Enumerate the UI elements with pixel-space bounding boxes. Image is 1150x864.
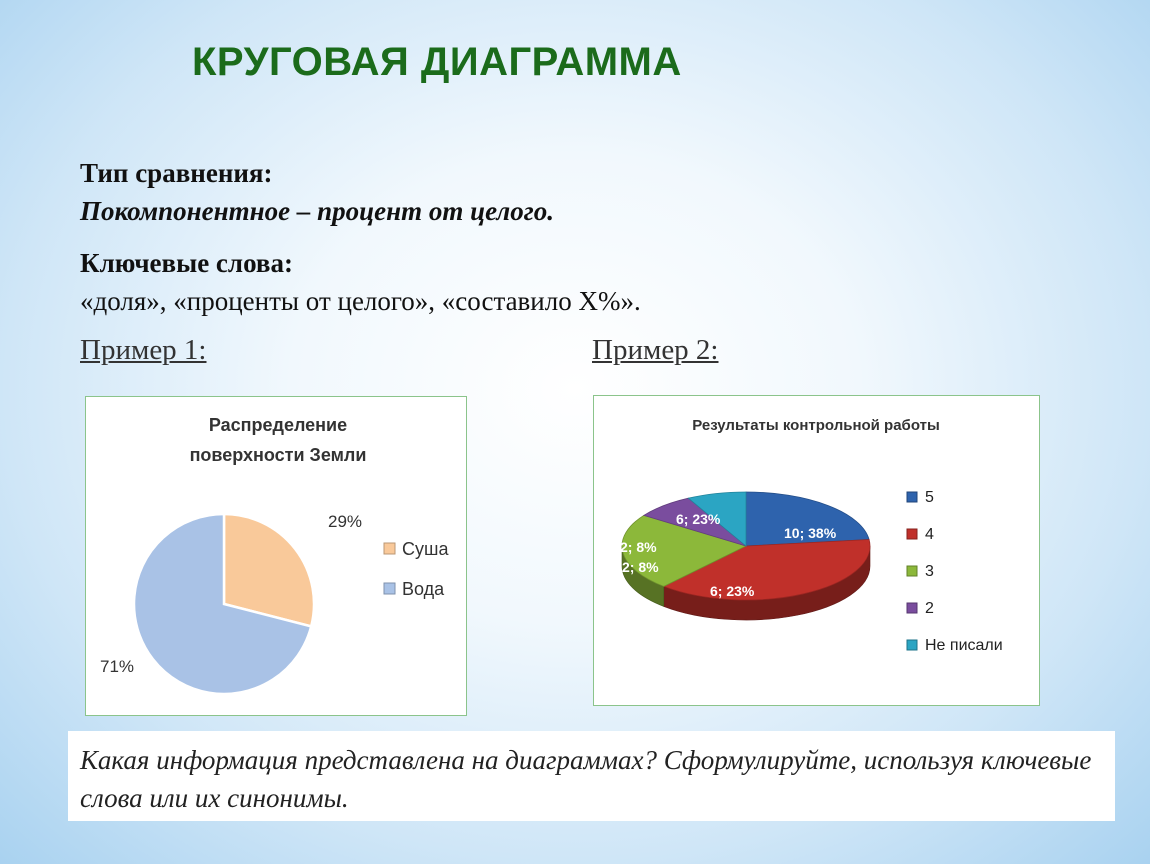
legend-label-3: 3 xyxy=(925,563,934,580)
question-box: Какая информация представлена на диаграм… xyxy=(68,731,1115,821)
legend-label-5: 5 xyxy=(925,489,934,506)
legend-swatch-3 xyxy=(906,565,918,577)
legend-swatch-water xyxy=(383,582,396,595)
data-label-2: 2; 8% xyxy=(622,559,659,575)
legend-swatch-land xyxy=(383,542,396,555)
legend-swatch-5 xyxy=(906,491,918,503)
chart-2-title: Результаты контрольной работы xyxy=(692,417,940,434)
legend-label-water: Вода xyxy=(402,579,445,599)
data-label-land: 29% xyxy=(328,512,362,531)
legend-label-4: 4 xyxy=(925,526,934,543)
slice-water xyxy=(132,512,313,696)
comparison-heading: Тип сравнения: xyxy=(80,158,273,188)
slice-land xyxy=(222,512,316,628)
example-2-label: Пример 2: xyxy=(592,334,719,366)
keywords-value: «доля», «проценты от целого», «составило… xyxy=(80,286,641,316)
slice-5 xyxy=(745,491,870,547)
slice-3 xyxy=(621,514,748,587)
chart-1-svg: Распределение поверхности Земли 29% 71% С… xyxy=(100,415,449,696)
keywords-heading: Ключевые слова: xyxy=(80,248,293,278)
legend-swatch-ne-pisali xyxy=(906,639,918,651)
data-label-4: 10; 38% xyxy=(784,525,837,541)
data-label-3: 6; 23% xyxy=(710,583,755,599)
legend-label-ne-pisali: Не писали xyxy=(925,637,1003,654)
chart-2-svg: Результаты контрольной работы 6; 23% 10; … xyxy=(620,417,1003,654)
legend-swatch-4 xyxy=(906,528,918,540)
slice-4 xyxy=(662,539,871,601)
question-text: Какая информация представлена на диаграм… xyxy=(80,745,1092,813)
chart-1-title-line2: поверхности Земли xyxy=(190,445,367,465)
legend-label-land: Суша xyxy=(402,539,449,559)
data-label-water: 71% xyxy=(100,657,134,676)
slide-title: КРУГОВАЯ ДИАГРАММА xyxy=(192,40,682,84)
comparison-value: Покомпонентное – процент от целого. xyxy=(80,196,554,226)
legend-swatch-2 xyxy=(906,602,918,614)
chart-1-title-line1: Распределение xyxy=(209,415,347,435)
example-1-label: Пример 1: xyxy=(80,334,207,366)
chart-1-box: Распределение поверхности Земли 29% 71% С… xyxy=(85,396,467,716)
slice-ne-pisali xyxy=(687,491,747,547)
legend-label-2: 2 xyxy=(925,600,934,617)
data-label-5: 6; 23% xyxy=(676,511,721,527)
chart-2-box: Результаты контрольной работы 6; 23% 10; … xyxy=(593,395,1040,706)
data-label-ne-pisali: 2; 8% xyxy=(620,539,657,555)
